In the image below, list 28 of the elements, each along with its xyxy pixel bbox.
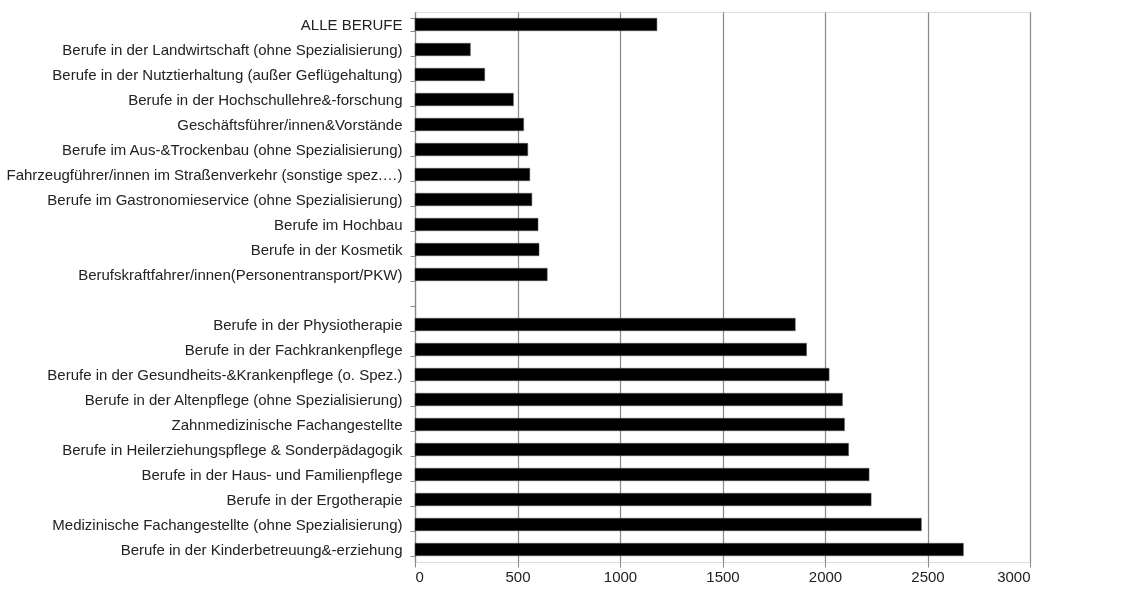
y-tick-label: Berufe in der Kosmetik: [250, 241, 403, 258]
x-tick-label: 3000: [997, 567, 1031, 585]
y-tick-label: Berufe in der Nutztierhaltung (außer Geflügehaltung): [52, 66, 403, 83]
x-tick-label: 500: [505, 567, 531, 585]
x-tick-label: 0: [415, 567, 424, 585]
y-tick-label: Berufskraftfahrer/innen(Personentransport/PKW): [78, 266, 403, 283]
y-tick-label: Berufe in der Landwirtschaft (ohne Spezialisierung): [62, 41, 403, 58]
y-tick-label: Berufe in der Kinderbetreuung&-erziehung: [120, 541, 403, 558]
x-tick-label: 1000: [603, 567, 638, 585]
y-tick-label: Berufe im Hochbau: [274, 216, 403, 233]
y-tick-label: ALLE BERUFE: [300, 16, 403, 33]
y-tick-label: Berufe in der Altenpflege (ohne Spezialisierung): [84, 391, 403, 408]
y-tick-label: Berufe in der Ergotherapie: [226, 491, 403, 508]
y-tick-label: Berufe in der Fachkrankenpflege: [184, 341, 403, 358]
y-tick-label: Zahnmedizinische Fachangestellte: [171, 416, 403, 433]
y-tick-label: Berufe in der Hochschullehre&-forschung: [128, 91, 403, 108]
x-tick-label: 2000: [808, 567, 843, 585]
y-tick-label: Geschäftsführer/innen&Vorstände: [177, 116, 403, 133]
x-tick-label: 2500: [911, 567, 945, 585]
y-tick-label: Fahrzeugführer/innen im Straßenverkehr (sonstige spez.…): [6, 166, 403, 183]
y-tick-label: Berufe im Aus-&Trockenbau (ohne Spezialisierung): [62, 141, 403, 158]
y-tick-label: Medizinische Fachangestellte (ohne Spezialisierung): [52, 516, 403, 533]
y-tick-label: Berufe in der Physiotherapie: [213, 316, 403, 333]
y-tick-label: Berufe in Heilerziehungspflege & Sonderpädagogik: [62, 441, 403, 458]
y-tick-label: Berufe im Gastronomieservice (ohne Spezialisierung): [47, 191, 403, 208]
x-tick-label: 1500: [706, 567, 740, 585]
y-tick-label: Berufe in der Haus- und Familienpflege: [141, 466, 403, 483]
y-tick-label: Berufe in der Gesundheits-&Krankenpflege (o. Spez.): [47, 366, 403, 383]
